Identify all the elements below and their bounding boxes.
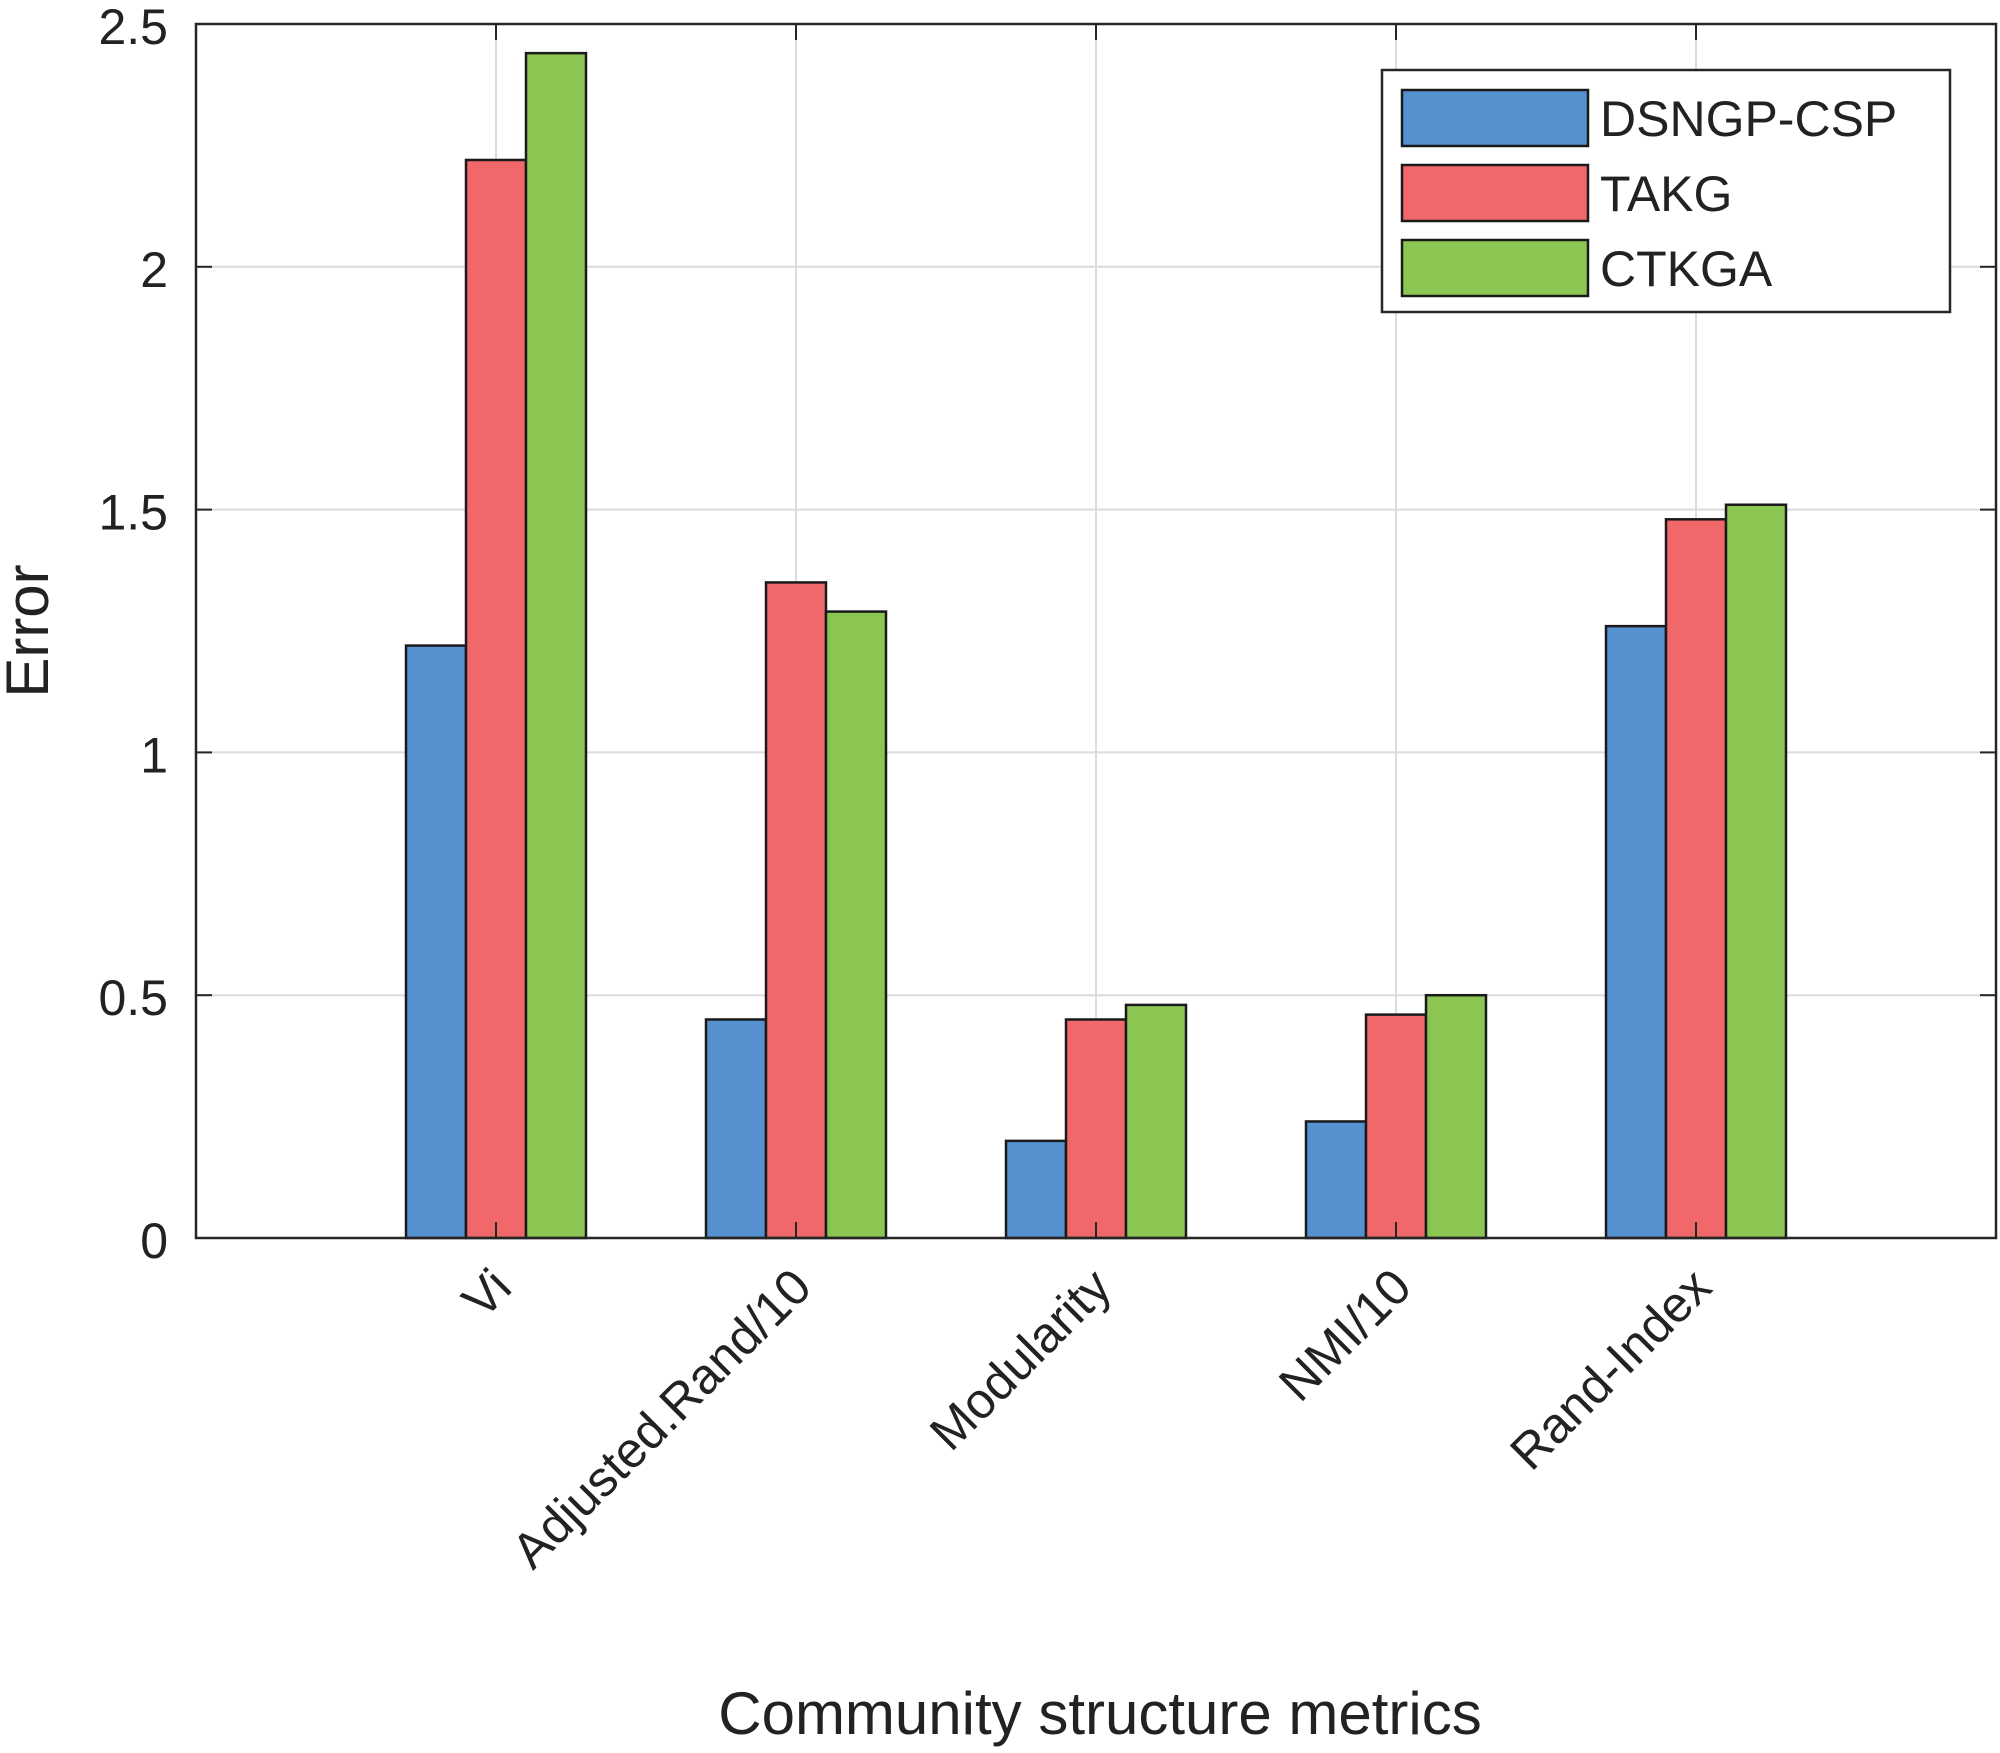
bar-ctkga-1 — [524, 51, 588, 1240]
y-tick-label: 1 — [140, 727, 168, 783]
bar-ctkga-5 — [1724, 503, 1788, 1240]
bar-takg-2 — [764, 581, 828, 1240]
bar-dsngp-csp-2 — [704, 1018, 768, 1240]
legend-swatch-takg — [1400, 163, 1590, 223]
bar-takg-4 — [1364, 1013, 1428, 1240]
bar-takg-1 — [464, 158, 528, 1240]
bar-dsngp-csp-5 — [1604, 624, 1668, 1240]
legend-swatch-dsngp-csp — [1400, 88, 1590, 148]
legend-label-takg: TAKG — [1600, 166, 1732, 222]
legend-label-ctkga: CTKGA — [1600, 241, 1773, 297]
bar-ctkga-2 — [824, 610, 888, 1240]
y-tick-label: 0 — [140, 1213, 168, 1269]
bar-dsngp-csp-1 — [404, 644, 468, 1240]
y-tick-label: 2.5 — [98, 0, 168, 55]
legend: DSNGP-CSP TAKG CTKGA — [1380, 68, 1952, 314]
y-tick-label: 2 — [140, 242, 168, 298]
legend-swatch-ctkga — [1400, 238, 1590, 298]
plot-frame — [194, 22, 1998, 1240]
bar-ctkga-4 — [1424, 993, 1488, 1240]
bar-dsngp-csp-3 — [1004, 1139, 1068, 1240]
bar-takg-5 — [1664, 518, 1728, 1240]
x-axis-label: Community structure metrics — [718, 1680, 1481, 1747]
axes — [194, 22, 1998, 1240]
y-tick-label: 0.5 — [98, 970, 168, 1026]
bars — [404, 51, 1788, 1240]
legend-label-dsngp-csp: DSNGP-CSP — [1600, 91, 1897, 147]
bar-ctkga-3 — [1124, 1003, 1188, 1240]
y-axis-label: Error — [0, 564, 61, 697]
bar-takg-3 — [1064, 1018, 1128, 1240]
bar-dsngp-csp-4 — [1304, 1120, 1368, 1240]
y-tick-label: 1.5 — [98, 485, 168, 541]
